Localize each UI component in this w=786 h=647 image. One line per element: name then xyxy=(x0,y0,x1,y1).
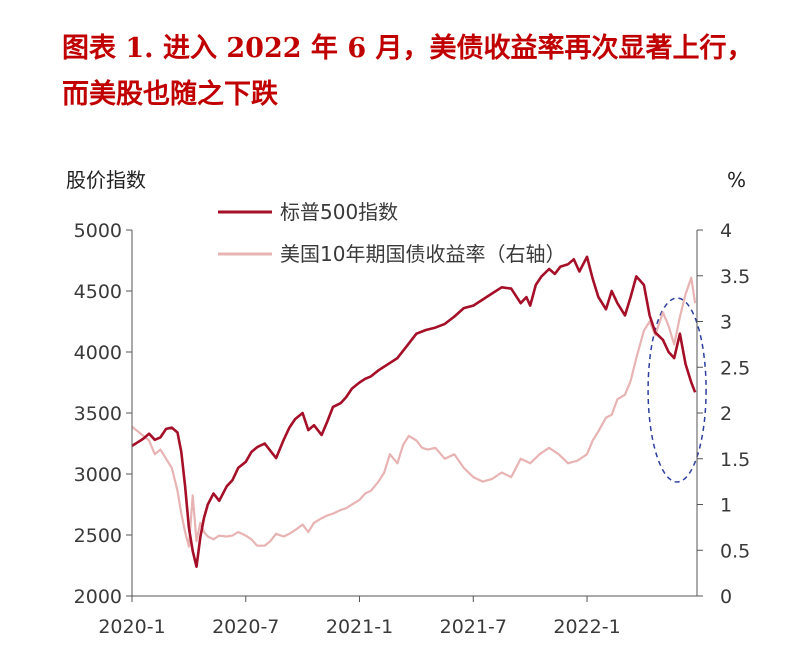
left-tick-label: 4500 xyxy=(74,281,122,303)
dashed-ellipse xyxy=(647,297,707,483)
right-axis-ticks: 4 3.5 3 2.5 2 1.5 1 0.5 0 xyxy=(697,220,750,608)
right-tick-label: 0.5 xyxy=(720,540,750,562)
highlight-ellipse xyxy=(647,297,707,483)
chart-title: 图表 1. 进入 2022 年 6 月，美债收益率再次显著上行，而美股也随之下跌 xyxy=(62,33,754,110)
left-tick-label: 3500 xyxy=(74,403,122,425)
right-tick-label: 1.5 xyxy=(720,449,750,471)
right-tick-label: 2.5 xyxy=(720,357,750,379)
right-tick-label: 2 xyxy=(720,403,732,425)
right-tick-label: 3.5 xyxy=(720,266,750,288)
left-axis-label: 股价指数 xyxy=(66,168,146,192)
right-tick-label: 0 xyxy=(720,586,732,608)
x-tick-label: 2021-1 xyxy=(326,616,393,638)
x-tick-label: 2020-7 xyxy=(212,616,279,638)
treasury-yield-line xyxy=(131,276,697,548)
series-layer xyxy=(131,255,697,569)
left-tick-label: 5000 xyxy=(74,220,122,242)
sp500-line xyxy=(131,255,697,569)
right-axis-label: % xyxy=(727,168,746,192)
x-tick-label: 2021-7 xyxy=(440,616,507,638)
left-tick-label: 2000 xyxy=(74,586,122,608)
left-axis-ticks: 5000 4500 4000 3500 3000 2500 2000 xyxy=(74,220,132,608)
legend-item-yield: 美国10年期国债收益率（右轴） xyxy=(218,242,565,266)
x-tick-label: 2020-1 xyxy=(98,616,165,638)
legend-label-yield: 美国10年期国债收益率（右轴） xyxy=(280,242,565,266)
right-tick-label: 4 xyxy=(720,220,732,242)
left-tick-label: 2500 xyxy=(74,525,122,547)
legend: 标普500指数 美国10年期国债收益率（右轴） xyxy=(218,200,565,266)
right-tick-label: 3 xyxy=(720,312,732,334)
right-tick-label: 1 xyxy=(720,495,732,517)
legend-label-sp500: 标普500指数 xyxy=(280,200,398,224)
left-tick-label: 3000 xyxy=(74,464,122,486)
x-tick-label: 2022-1 xyxy=(553,616,620,638)
x-axis-ticks: 2020-1 2020-7 2021-1 2021-7 2022-1 xyxy=(98,596,621,638)
left-tick-label: 4000 xyxy=(74,342,122,364)
legend-item-sp500: 标普500指数 xyxy=(218,200,398,224)
